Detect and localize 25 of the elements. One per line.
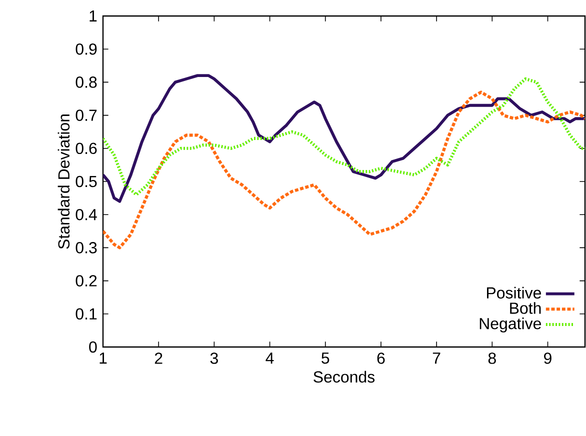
y-tick-label: 0.1 xyxy=(76,308,97,320)
y-tick-label: 0.7 xyxy=(76,110,97,121)
y-tick-label: 0.3 xyxy=(76,242,97,254)
y-tick-label: 0.2 xyxy=(76,275,97,286)
y-tick-label: 0.5 xyxy=(76,176,97,188)
legend-label: Positive xyxy=(487,286,541,299)
x-tick-label: 5 xyxy=(322,352,330,364)
y-tick-label: 0.8 xyxy=(76,76,97,88)
y-tick-label: 0.9 xyxy=(76,43,97,55)
x-tick-label: 9 xyxy=(544,352,552,364)
y-tick-label: 0.6 xyxy=(76,142,97,154)
x-tick-label: 3 xyxy=(210,352,218,364)
legend-label: Both xyxy=(510,302,541,314)
x-tick-label: 1 xyxy=(100,352,107,364)
x-tick-label: 6 xyxy=(377,352,385,364)
y-tick-label: 0.4 xyxy=(76,208,97,220)
y-axis-title: Standard Deviation xyxy=(58,114,70,249)
x-axis-title: Seconds xyxy=(314,370,375,383)
legend-label: Negative xyxy=(480,317,541,332)
x-tick-label: 7 xyxy=(432,352,440,364)
x-tick-label: 2 xyxy=(154,352,162,364)
x-tick-label: 4 xyxy=(266,352,274,364)
x-tick-label: 8 xyxy=(488,352,496,364)
y-tick-label: 1 xyxy=(90,10,97,22)
y-tick-label: 0 xyxy=(89,341,97,353)
